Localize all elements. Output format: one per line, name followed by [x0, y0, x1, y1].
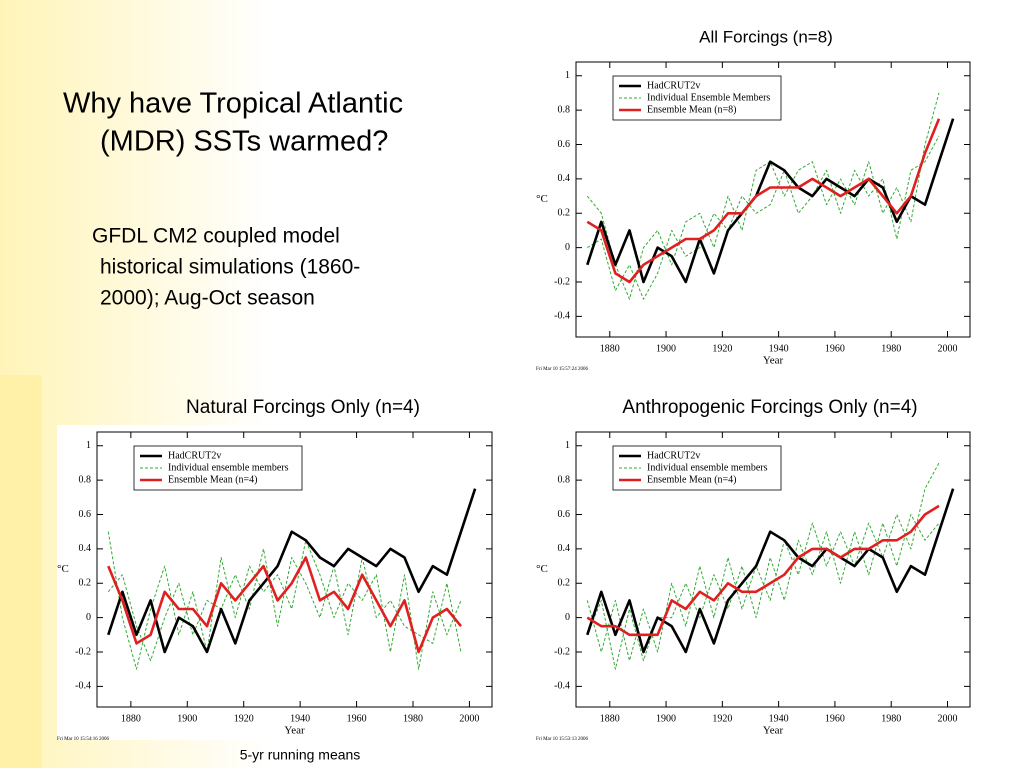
y-tick-label: 0.2	[558, 208, 571, 219]
y-tick-label: -0.2	[75, 646, 91, 657]
legend-label: Ensemble Mean (n=4)	[647, 474, 737, 485]
x-tick-label: 1940	[290, 713, 310, 724]
y-axis-label: °C	[536, 563, 548, 575]
y-tick-label: -0.4	[75, 681, 91, 692]
y-tick-label: 0.4	[79, 543, 92, 554]
slide-subtitle: 2000); Aug-Oct season	[100, 287, 315, 310]
y-tick-label: -0.2	[554, 276, 570, 287]
slide-title: Why have Tropical Atlantic	[63, 88, 403, 120]
series-line	[586, 118, 941, 284]
x-tick-label: 1900	[656, 713, 676, 724]
chart-title: Natural Forcings Only (n=4)	[186, 397, 420, 418]
x-tick-label: 1960	[825, 713, 845, 724]
x-tick-label: 2000	[459, 713, 479, 724]
y-tick-label: 1	[565, 70, 570, 81]
x-tick-label: 1920	[712, 713, 732, 724]
y-tick-label: -0.4	[554, 311, 570, 322]
y-tick-label: 0.8	[558, 104, 571, 115]
y-tick-label: 0.6	[558, 509, 571, 520]
y-tick-label: 0.2	[79, 578, 92, 589]
x-tick-label: 1880	[600, 343, 620, 354]
slide-subtitle: historical simulations (1860-	[100, 256, 360, 279]
y-axis-label: °C	[536, 193, 548, 205]
chart-title: Anthropogenic Forcings Only (n=4)	[622, 397, 917, 418]
x-axis-label: Year	[763, 355, 784, 367]
x-tick-label: 1880	[600, 713, 620, 724]
y-axis-label: °C	[57, 563, 69, 575]
y-tick-label: 0.4	[558, 543, 571, 554]
x-tick-label: 1980	[881, 343, 901, 354]
y-tick-label: 1	[86, 440, 91, 451]
y-tick-label: 0.6	[558, 139, 571, 150]
x-axis-label: Year	[284, 725, 305, 737]
plot-frame	[575, 61, 971, 338]
x-tick-label: 1960	[825, 343, 845, 354]
y-tick-label: -0.4	[554, 681, 570, 692]
series-line	[586, 504, 940, 637]
background-strip	[0, 375, 42, 768]
x-tick-label: 1940	[769, 713, 789, 724]
member-line	[586, 462, 940, 662]
slide-title: (MDR) SSTs warmed?	[100, 126, 388, 158]
legend-label: Individual ensemble members	[168, 462, 289, 473]
y-tick-label: 0	[86, 612, 91, 623]
series-line	[586, 488, 955, 654]
x-tick-label: 1980	[881, 713, 901, 724]
legend-label: HadCRUT2v	[647, 80, 700, 91]
x-tick-label: 1880	[121, 713, 141, 724]
x-tick-label: 1900	[177, 713, 197, 724]
y-tick-label: 0.2	[558, 578, 571, 589]
footnote: 5-yr running means	[240, 747, 361, 763]
legend-label: HadCRUT2v	[168, 450, 221, 461]
y-tick-label: 0	[565, 242, 570, 253]
x-tick-label: 2000	[937, 713, 957, 724]
x-tick-label: 1940	[769, 343, 789, 354]
legend-label: HadCRUT2v	[647, 450, 700, 461]
x-tick-label: 1900	[656, 343, 676, 354]
plot-frame	[96, 431, 493, 708]
y-tick-label: 1	[565, 440, 570, 451]
chart-title: All Forcings (n=8)	[699, 27, 833, 46]
x-tick-label: 2000	[937, 343, 957, 354]
member-line	[587, 135, 940, 300]
x-tick-label: 1920	[234, 713, 254, 724]
x-axis-label: Year	[763, 725, 784, 737]
y-tick-label: 0.8	[79, 474, 92, 485]
legend-label: Individual ensemble members	[647, 462, 768, 473]
y-tick-label: 0	[565, 612, 570, 623]
y-tick-label: 0.6	[79, 509, 92, 520]
x-tick-label: 1980	[403, 713, 423, 724]
x-tick-label: 1920	[712, 343, 732, 354]
legend-label: Ensemble Mean (n=8)	[647, 104, 737, 115]
y-tick-label: -0.2	[554, 646, 570, 657]
legend-label: Ensemble Mean (n=4)	[168, 474, 258, 485]
series-line	[586, 118, 955, 284]
x-tick-label: 1960	[347, 713, 367, 724]
series-line	[107, 488, 477, 654]
y-tick-label: 0.8	[558, 474, 571, 485]
plot-frame	[575, 431, 971, 708]
timestamp: Fri Mar 10 15:57:24 2006	[536, 367, 588, 372]
legend-label: Individual Ensemble Members	[647, 92, 770, 103]
timestamp: Fri Mar 10 15:54:16 2006	[57, 737, 109, 742]
series-line	[107, 556, 463, 654]
y-tick-label: 0.4	[558, 173, 571, 184]
slide-subtitle: GFDL CM2 coupled model	[92, 225, 340, 248]
timestamp: Fri Mar 10 15:53:13 2006	[536, 737, 588, 742]
